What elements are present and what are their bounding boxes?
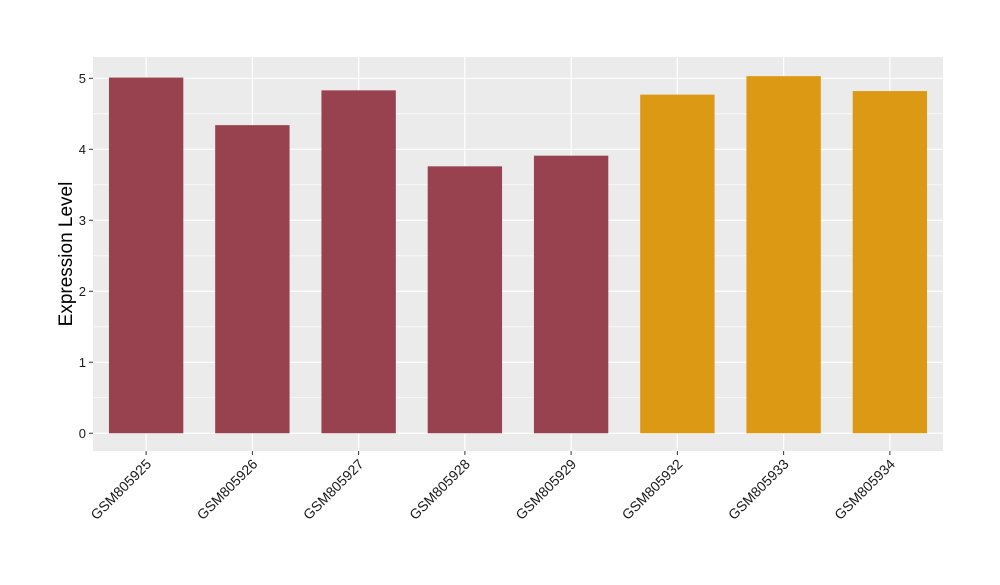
bar-GSM805928 [427,166,503,434]
x-tick-label: GSM805934 [831,456,898,523]
x-axis: GSM805925 GSM805926 GSM805927 GSM805928 GSM8… [87,451,898,523]
y-axis-title: Expression Level [56,182,77,327]
y-tick-label: 1 [79,355,86,370]
x-tick-label: GSM805933 [725,456,792,523]
bar-GSM805926 [215,125,290,434]
bar-GSM805929 [533,155,609,434]
bar-GSM805927 [321,90,396,434]
bar-GSM805932 [640,94,715,434]
x-tick-label: GSM805932 [619,456,686,523]
y-tick-label: 0 [79,426,86,441]
x-tick-label: GSM805925 [87,456,154,523]
bar-GSM805933 [746,76,821,434]
x-tick-label: GSM805926 [194,456,261,523]
bar-GSM805934 [852,91,928,434]
x-tick-label: GSM805929 [512,456,579,523]
bars [108,76,928,434]
y-tick-label: 4 [79,142,86,157]
y-tick-label: 3 [79,213,86,228]
y-axis: 0 1 2 3 4 5 [79,71,93,441]
y-tick-label: 5 [79,71,86,86]
x-tick-label: GSM805927 [300,456,367,523]
y-tick-label: 2 [79,284,86,299]
x-tick-label: GSM805928 [406,456,473,523]
bar-GSM805925 [108,77,184,434]
